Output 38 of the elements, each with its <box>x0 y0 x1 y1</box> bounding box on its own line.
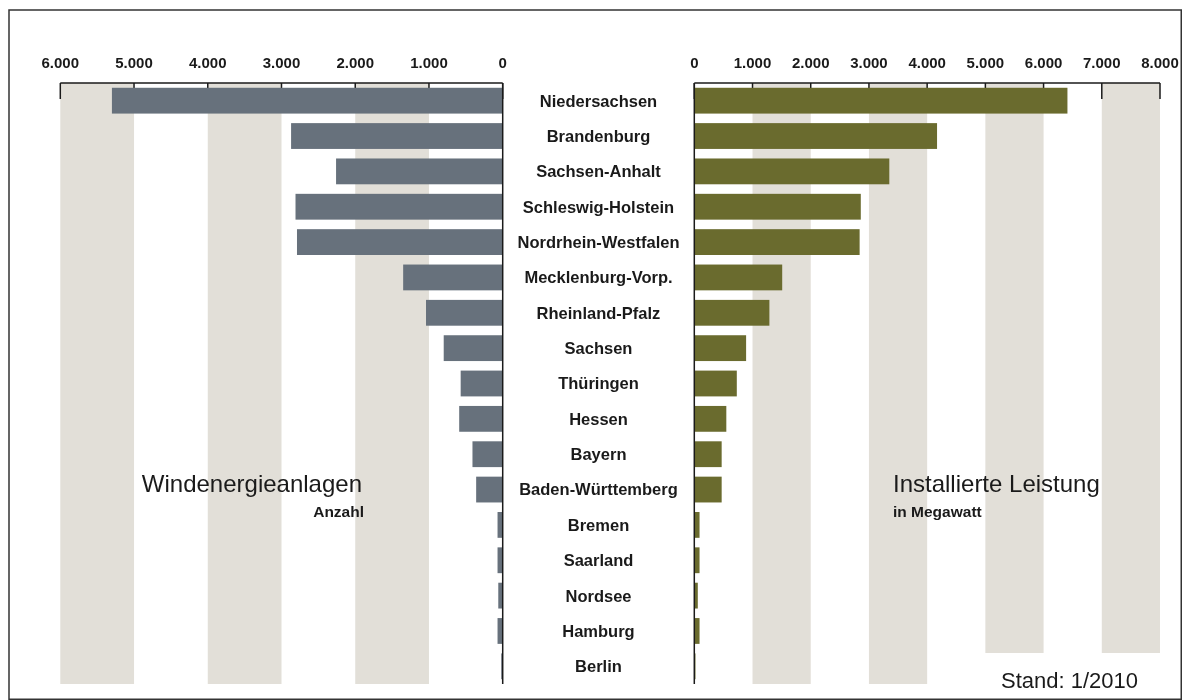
y-tick-label: Baden-Württemberg <box>519 480 678 499</box>
y-tick-label: Berlin <box>575 657 622 676</box>
x-tick-label: 2.000 <box>791 54 830 71</box>
text: Windenergieanlagen <box>141 470 362 497</box>
text: Installierte Leistung <box>893 470 1100 497</box>
y-tick-label: Nordrhein-Westfalen <box>517 233 680 252</box>
x-tick-label: 3.000 <box>262 54 301 71</box>
x-tick-label: 5.000 <box>115 54 153 71</box>
x-tick-label: 4.000 <box>908 54 946 71</box>
y-tick-label: Sachsen <box>564 339 633 358</box>
text: in Megawatt <box>893 503 982 520</box>
y-tick-label: Nordsee <box>565 586 632 605</box>
text: Anzahl <box>313 503 364 520</box>
x-tick-label: 0 <box>690 54 699 71</box>
x-tick-label: 2.000 <box>336 54 375 71</box>
x-tick-label: 5.000 <box>966 54 1005 71</box>
x-tick-label: 8.000 <box>1141 54 1179 71</box>
x-tick-label: 0 <box>498 54 507 71</box>
y-tick-label: Hamburg <box>562 621 635 640</box>
y-tick-label: Hessen <box>569 409 628 428</box>
x-tick-label: 4.000 <box>188 54 227 71</box>
y-tick-label: Rheinland-Pfalz <box>536 303 661 322</box>
y-tick-label: Bayern <box>570 445 627 464</box>
annotation: Stand: 1/2010 <box>1000 668 1138 693</box>
x-tick-label: 6.000 <box>1024 54 1063 71</box>
y-tick-label: Bremen <box>567 515 630 534</box>
x-tick-label: 1.000 <box>733 54 772 71</box>
x-tick-label: 7.000 <box>1083 54 1121 71</box>
y-tick-label: Sachsen-Anhalt <box>536 162 662 181</box>
y-tick-label: Niedersachsen <box>539 91 658 110</box>
x-tick-label: 3.000 <box>850 54 888 71</box>
y-tick-label: Brandenburg <box>546 126 651 145</box>
x-tick-label: 1.000 <box>410 54 448 71</box>
y-tick-label: Schleswig-Holstein <box>522 197 675 216</box>
x-tick-label: 6.000 <box>41 54 80 71</box>
y-tick-label: Thüringen <box>558 374 639 393</box>
y-tick-label: Saarland <box>563 551 634 570</box>
y-tick-label: Mecklenburg-Vorp. <box>524 268 673 287</box>
